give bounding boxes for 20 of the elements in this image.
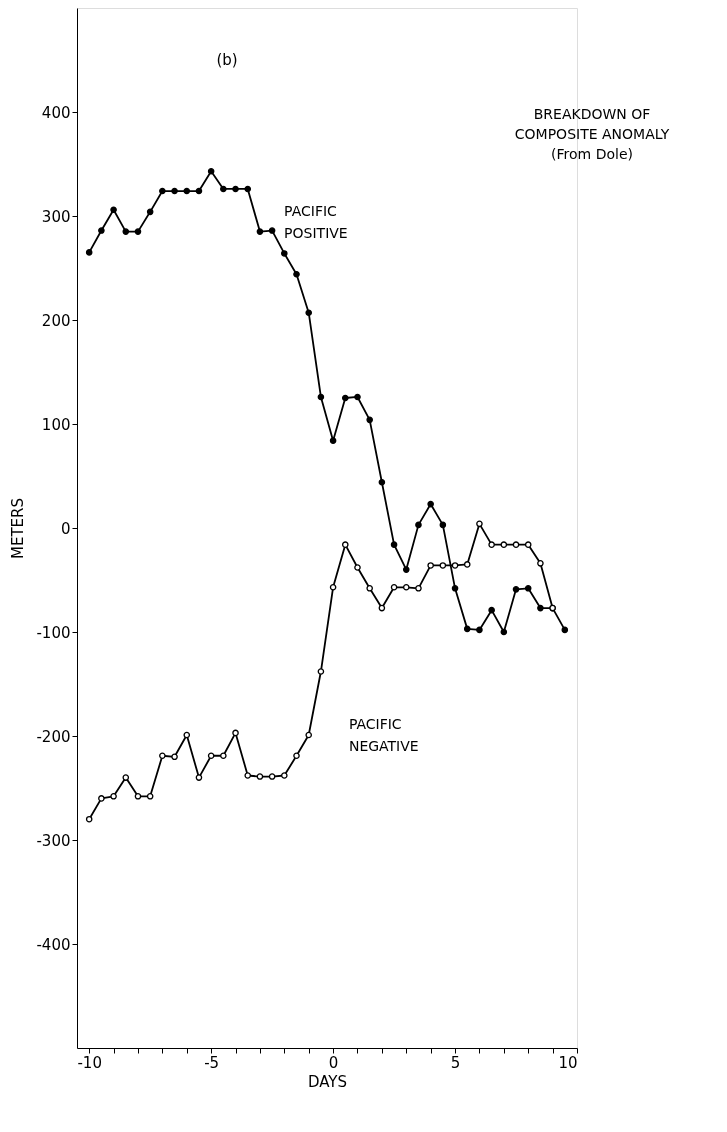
y-axis-title: METERS xyxy=(9,497,28,560)
y-tick-label: 0 xyxy=(60,519,71,538)
y-tick-label: -200 xyxy=(36,727,71,746)
x-tick-label: 0 xyxy=(328,1053,339,1072)
y-tick-label: 200 xyxy=(41,311,71,330)
text: BREAKDOWN OF COMPOSITE ANOMALY (From Dole) xyxy=(514,106,670,162)
y-tick-label: -400 xyxy=(36,935,71,954)
y-tick-label: 300 xyxy=(41,207,71,226)
y-tick-label: -300 xyxy=(36,831,71,850)
x-tick-label: 10 xyxy=(558,1053,578,1072)
x-tick-label: -10 xyxy=(77,1053,102,1072)
x-axis-title: DAYS xyxy=(307,1072,348,1091)
y-tick-label: 100 xyxy=(41,415,71,434)
text: PACIFIC NEGATIVE xyxy=(348,715,419,754)
y-tick-label: 400 xyxy=(41,103,71,122)
y-tick-label: -100 xyxy=(36,623,71,642)
x-tick-label: 5 xyxy=(450,1053,461,1072)
series-label: PACIFIC POSITIVE xyxy=(284,202,348,241)
x-tick-label: -5 xyxy=(204,1053,220,1072)
annotation: (b) xyxy=(216,51,238,69)
